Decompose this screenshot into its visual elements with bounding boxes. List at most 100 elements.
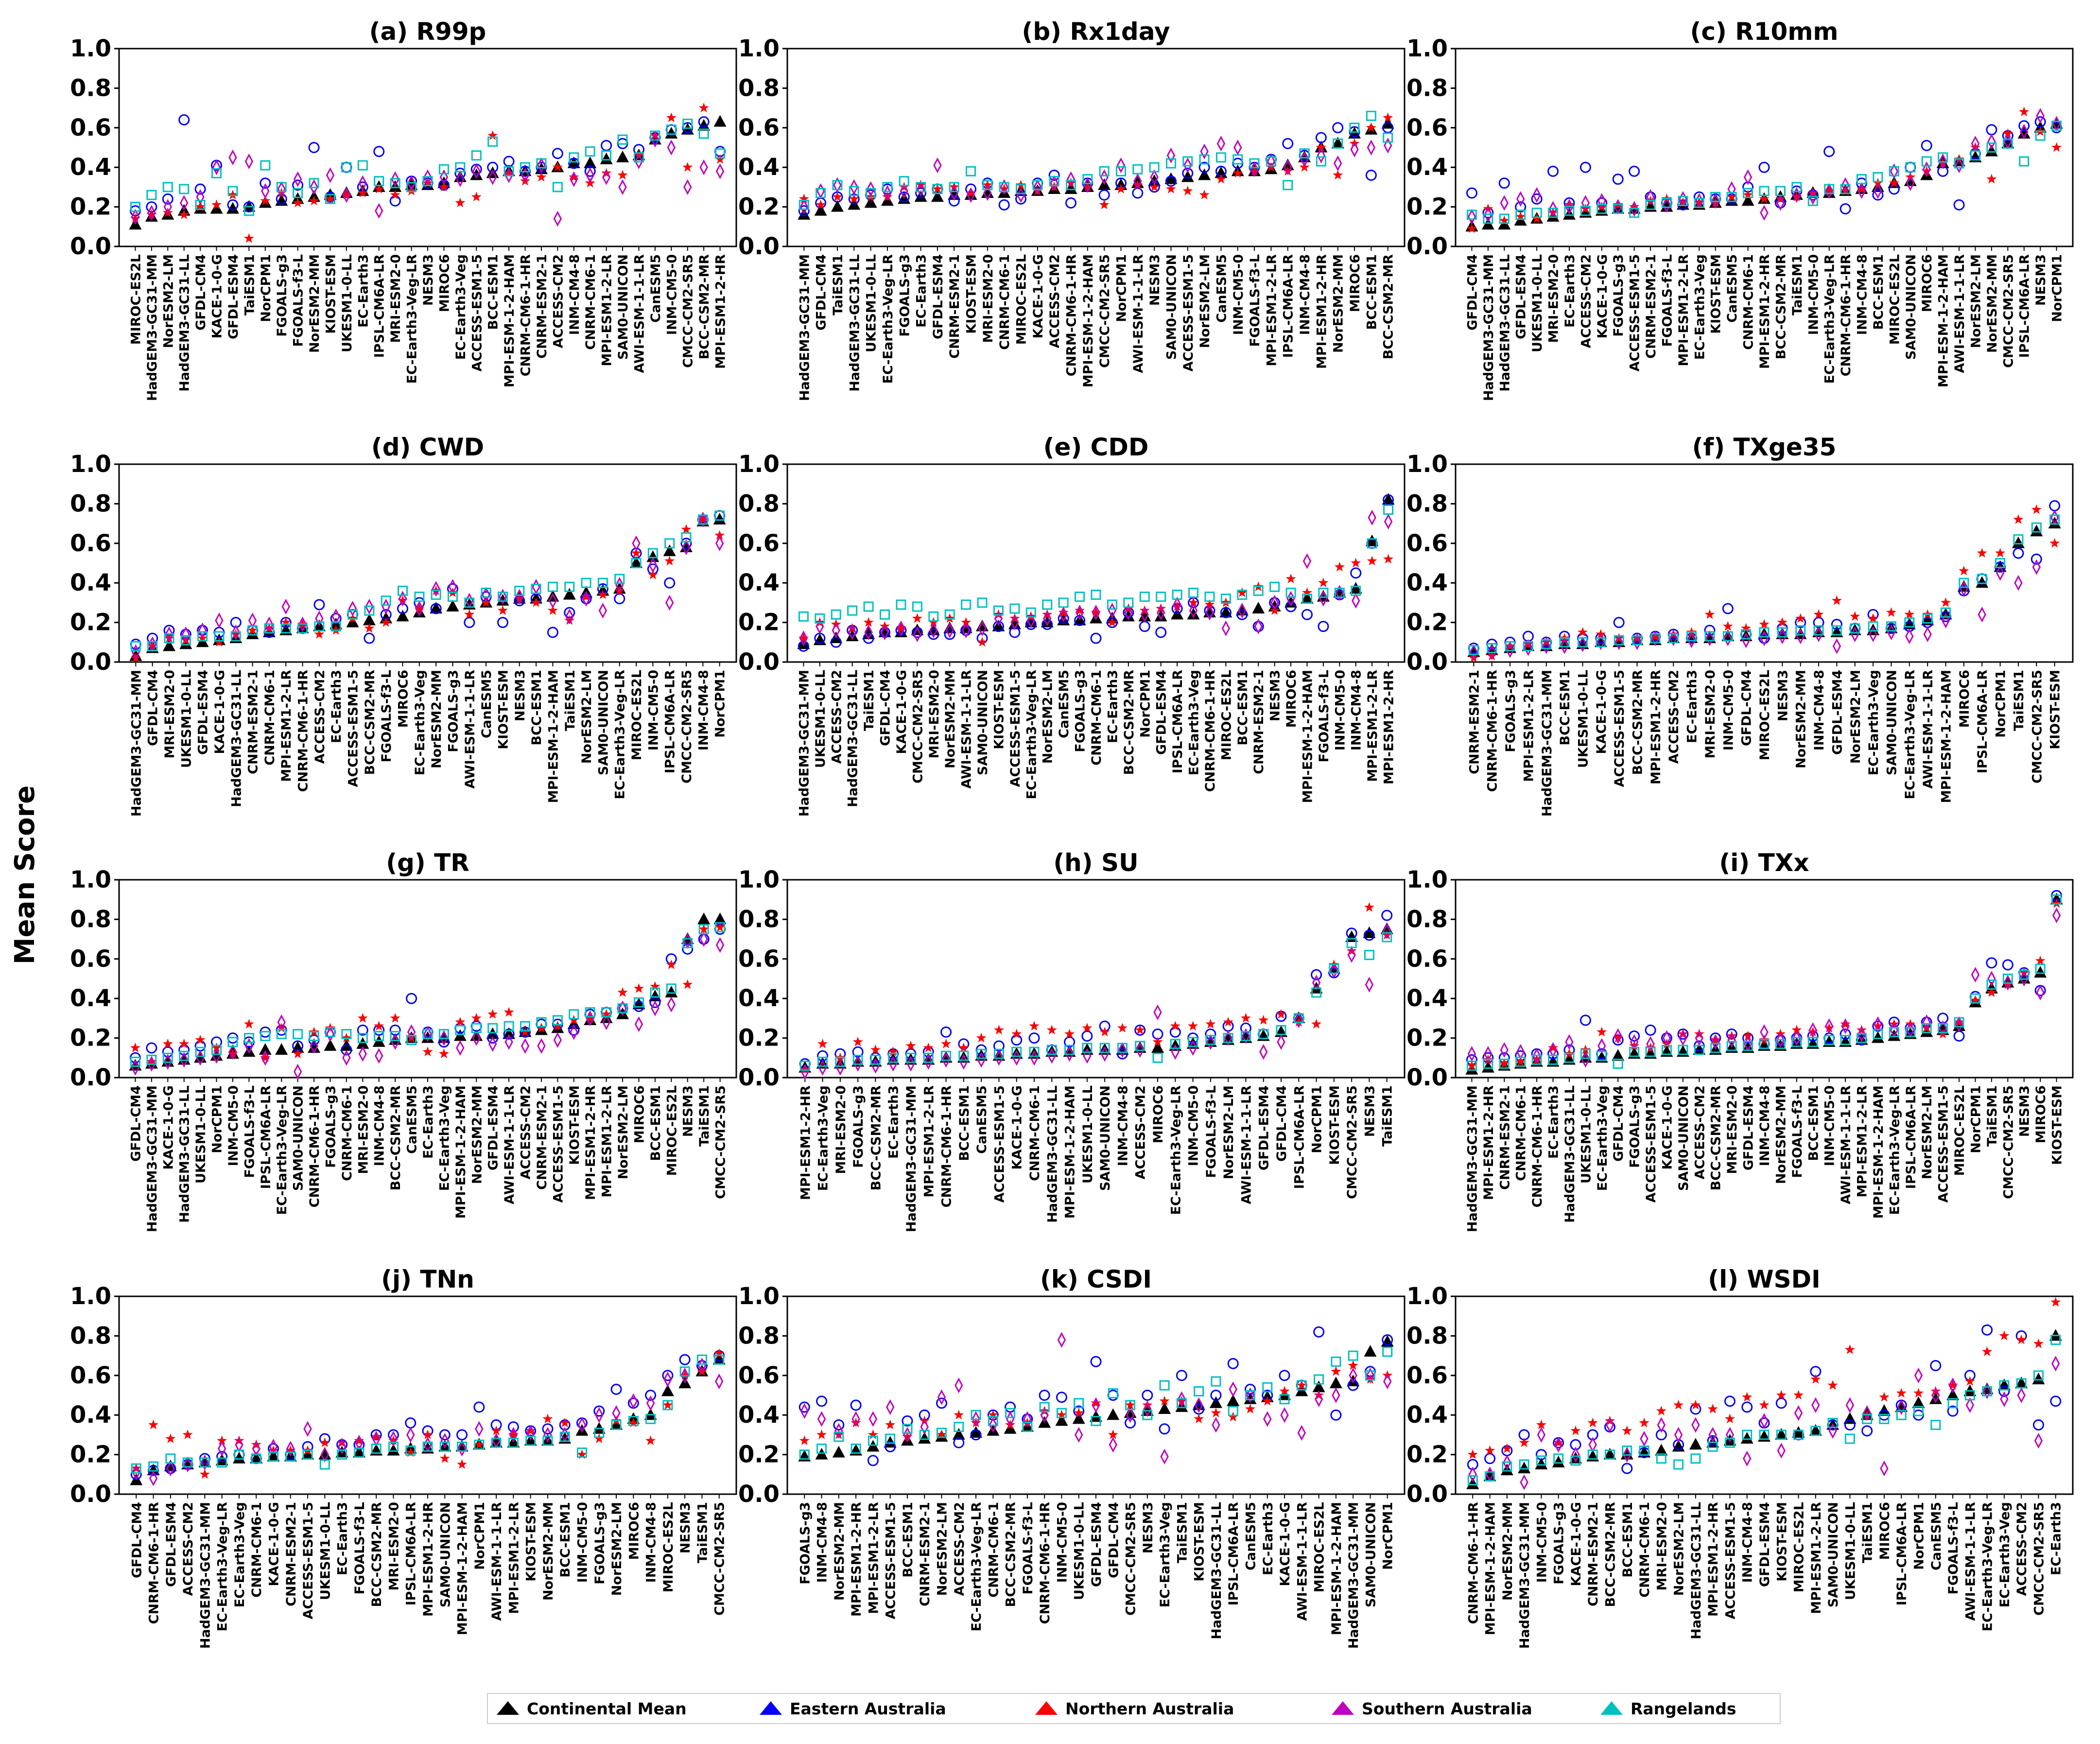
marker-southern-australia	[598, 603, 607, 619]
marker-eastern-australia	[1831, 619, 1842, 630]
marker-continental-mean	[563, 588, 576, 600]
marker-rangelands	[954, 1422, 964, 1432]
marker-eastern-australia	[867, 1455, 879, 1466]
marker-eastern-australia	[1363, 929, 1375, 941]
marker-eastern-australia	[473, 1401, 485, 1413]
x-tick-label: EC-Earth3-Veg-LR	[1887, 1085, 1902, 1215]
marker-rangelands	[195, 200, 206, 210]
x-tick-label: HadGEM3-GC31-LL	[1045, 1085, 1060, 1223]
marker-rangelands	[1056, 1408, 1067, 1418]
x-tick-label: TaiESM1	[2012, 670, 2027, 731]
marker-southern-australia	[2020, 971, 2029, 987]
legend-swatch	[1035, 1701, 1058, 1715]
marker-continental-mean	[1154, 610, 1167, 622]
marker-southern-australia	[966, 187, 975, 203]
marker-rangelands	[1673, 1459, 1684, 1470]
marker-southern-australia	[1468, 1466, 1477, 1482]
marker-southern-australia	[1335, 585, 1344, 601]
marker-rangelands	[1597, 1050, 1607, 1061]
marker-rangelands	[1656, 1453, 1666, 1464]
x-tick-label: FGOALS-g3	[798, 1502, 813, 1585]
marker-rangelands	[536, 1017, 547, 1028]
x-tick-label: ACCESS-CM2	[952, 1502, 967, 1596]
marker-eastern-australia	[1953, 199, 1965, 211]
marker-southern-australia	[595, 1407, 604, 1423]
x-tick-label: ACCESS-CM2	[829, 670, 844, 764]
marker-northern-australia	[1970, 995, 1980, 1005]
x-tick-label: NorCPM1	[1381, 1502, 1396, 1570]
marker-southern-australia	[281, 598, 290, 615]
marker-southern-australia	[1367, 140, 1376, 156]
marker-northern-australia	[1553, 1437, 1564, 1448]
marker-rangelands	[2050, 1335, 2061, 1345]
marker-rangelands	[1776, 1430, 1787, 1440]
marker-northern-australia	[182, 1429, 193, 1439]
y-tick-label: 1.0	[1406, 866, 1448, 893]
marker-northern-australia	[697, 514, 708, 524]
marker-northern-australia	[1519, 1437, 1529, 1448]
marker-northern-australia	[1515, 211, 1526, 221]
marker-rangelands	[398, 585, 408, 596]
marker-southern-australia	[1808, 189, 1817, 205]
marker-rangelands	[536, 158, 547, 169]
x-tick-label: KACE-1-0-G	[1031, 254, 1046, 338]
marker-rangelands	[314, 621, 325, 632]
marker-southern-australia	[1588, 1437, 1597, 1453]
y-tick-label: 0.8	[70, 1322, 111, 1349]
marker-eastern-australia	[1285, 601, 1297, 612]
marker-continental-mean	[646, 550, 660, 562]
marker-northern-australia	[650, 130, 660, 140]
y-tick-label: 0.4	[738, 569, 780, 596]
marker-northern-australia	[414, 603, 425, 613]
x-tick-label: NESM3	[1362, 1085, 1377, 1137]
marker-rangelands	[1999, 1380, 2010, 1391]
y-tick-label: 1.0	[738, 866, 780, 893]
marker-continental-mean	[232, 1451, 245, 1464]
x-tick-label: KACE-1-0-G	[1660, 1085, 1675, 1169]
marker-rangelands	[831, 609, 841, 620]
x-tick-label: KIOST-ESM	[991, 670, 1007, 750]
x-tick-label: EC-Earth3-Veg-LR	[1980, 1502, 1996, 1632]
marker-continental-mean	[1655, 1444, 1668, 1456]
marker-southern-australia	[407, 175, 416, 191]
x-tick-label: NorESM2-LM	[609, 1502, 625, 1596]
x-tick-label: GFDL-CM4	[146, 670, 161, 746]
legend-swatch	[760, 1701, 782, 1715]
marker-northern-australia	[966, 188, 976, 197]
marker-southern-australia	[1254, 618, 1263, 634]
x-tick-label: ACCESS-CM2	[2014, 1502, 2030, 1596]
x-tick-label: EC-Earth3-Veg	[1866, 670, 1881, 775]
marker-southern-australia	[365, 598, 374, 615]
marker-southern-australia	[1578, 636, 1587, 652]
marker-rangelands	[1759, 186, 1770, 196]
x-tick-label: EC-Earth3-Veg-LR	[1903, 670, 1918, 800]
marker-southern-australia	[423, 1026, 432, 1042]
marker-eastern-australia	[1039, 1390, 1050, 1401]
x-tick-label: NorCPM1	[1994, 670, 2009, 738]
marker-eastern-australia	[2032, 1419, 2044, 1431]
marker-rangelands	[664, 538, 675, 549]
x-tick-label: CMCC-CM2-SR5	[1124, 1502, 1139, 1616]
marker-rangelands	[1613, 1059, 1623, 1069]
marker-southern-australia	[553, 210, 562, 227]
x-tick-label: SAM0-UNICON	[1676, 1085, 1691, 1191]
marker-southern-australia	[337, 1439, 347, 1455]
x-tick-label: CMCC-CM2-SR5	[1345, 1085, 1360, 1199]
marker-rangelands	[1205, 1035, 1216, 1046]
marker-northern-australia	[601, 168, 612, 178]
marker-rangelands	[1930, 1420, 1941, 1430]
x-tick-label: HadGEM3-GC31-MM	[904, 1085, 919, 1232]
marker-northern-australia	[230, 629, 241, 639]
marker-southern-australia	[1560, 638, 1569, 654]
marker-eastern-australia	[1547, 165, 1559, 177]
x-tick-label: MIROC-ES2L	[128, 254, 143, 345]
marker-northern-australia	[1726, 1030, 1737, 1041]
marker-northern-australia	[682, 162, 693, 172]
marker-northern-australia	[1029, 1021, 1040, 1031]
marker-continental-mean	[308, 1041, 321, 1053]
marker-southern-australia	[1792, 187, 1801, 203]
marker-southern-australia	[1109, 1437, 1117, 1453]
marker-northern-australia	[798, 193, 809, 204]
marker-southern-australia	[320, 1447, 330, 1463]
x-tick-label: MPI-ESM-1-2-HAM	[455, 1502, 470, 1635]
